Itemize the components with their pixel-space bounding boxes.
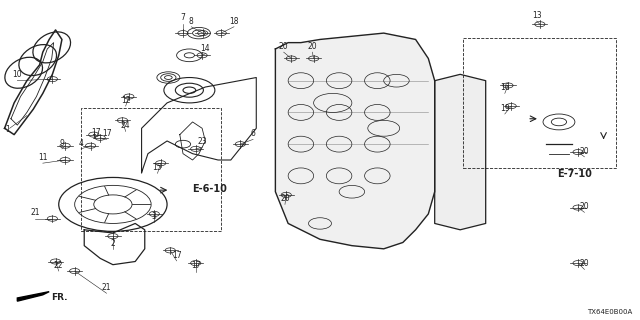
Text: 20: 20 <box>580 147 589 156</box>
Text: 20: 20 <box>580 259 589 268</box>
Text: 18: 18 <box>229 17 239 26</box>
Text: 2: 2 <box>111 239 115 248</box>
Text: 1: 1 <box>5 125 10 134</box>
Text: 17: 17 <box>191 261 200 270</box>
Text: 11: 11 <box>38 153 47 162</box>
Text: 6: 6 <box>251 129 255 138</box>
Text: E-7-10: E-7-10 <box>557 169 593 179</box>
Text: 17: 17 <box>172 251 181 260</box>
Text: 9: 9 <box>60 139 65 148</box>
Polygon shape <box>275 33 435 249</box>
Text: 15: 15 <box>153 163 163 172</box>
Polygon shape <box>17 292 49 301</box>
Text: 8: 8 <box>189 17 194 26</box>
Text: 13: 13 <box>532 11 541 20</box>
Text: TX64E0B00A: TX64E0B00A <box>587 309 632 316</box>
Text: 20: 20 <box>279 42 289 51</box>
Text: 24: 24 <box>121 121 131 130</box>
Text: 21: 21 <box>102 283 111 292</box>
Text: 19: 19 <box>500 104 509 113</box>
Text: 17: 17 <box>91 128 100 137</box>
Text: 21: 21 <box>31 208 40 218</box>
Text: 3: 3 <box>152 212 157 221</box>
Circle shape <box>164 76 172 79</box>
Text: 20: 20 <box>308 42 317 51</box>
Text: 16: 16 <box>500 83 509 92</box>
Text: 10: 10 <box>13 70 22 79</box>
Text: 14: 14 <box>200 44 210 52</box>
Text: 20: 20 <box>580 202 589 211</box>
Polygon shape <box>435 74 486 230</box>
Text: 23: 23 <box>197 137 207 146</box>
Text: 20: 20 <box>280 194 290 203</box>
Text: 12: 12 <box>121 96 131 105</box>
Text: 4: 4 <box>79 139 83 148</box>
Text: 22: 22 <box>54 261 63 270</box>
Text: 17: 17 <box>102 129 111 138</box>
Text: 7: 7 <box>180 13 186 22</box>
Text: E-6-10: E-6-10 <box>193 184 227 194</box>
Text: FR.: FR. <box>51 292 68 301</box>
